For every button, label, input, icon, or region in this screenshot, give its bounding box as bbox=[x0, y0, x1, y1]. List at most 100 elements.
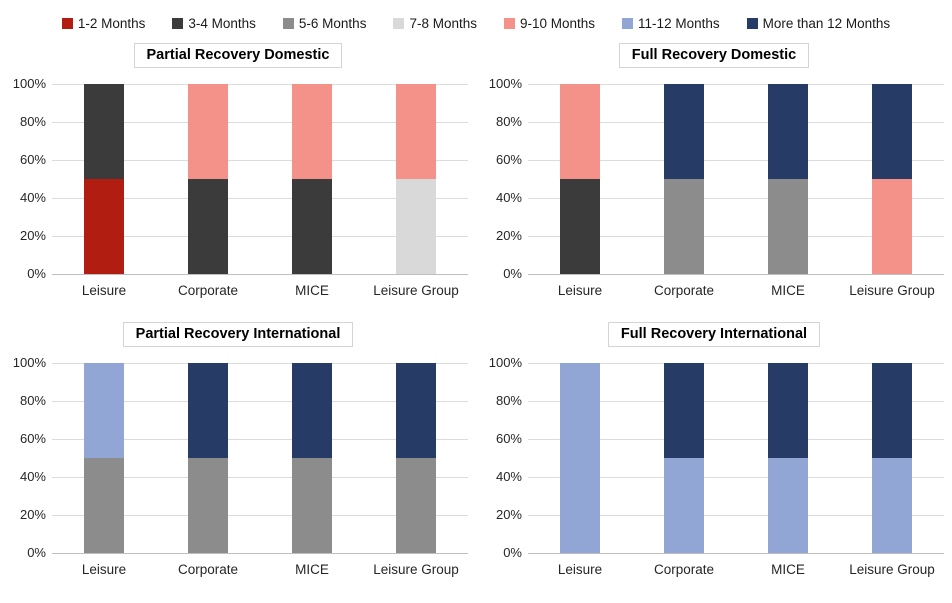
gridline bbox=[52, 122, 468, 123]
legend-item: 9-10 Months bbox=[504, 16, 595, 31]
bar-segment bbox=[396, 458, 436, 553]
y-tick-label: 20% bbox=[495, 228, 522, 243]
stacked-bar bbox=[84, 84, 124, 274]
chart-full-recovery-domestic: Full Recovery Domestic 100% 80% 60% 40% 20% 0… bbox=[476, 39, 952, 310]
charts-grid: Partial Recovery Domestic 100% 80% 60% 40% 2… bbox=[0, 39, 952, 603]
legend-swatch-icon bbox=[61, 17, 73, 29]
x-category-label: MICE bbox=[295, 283, 329, 298]
x-category-label: Leisure bbox=[81, 283, 127, 298]
gridline bbox=[528, 236, 944, 237]
x-axis: Leisure Corporate MICE Leisure Group bbox=[52, 283, 468, 298]
legend-item: 5-6 Months bbox=[282, 15, 367, 31]
legend-label: 5-6 Months bbox=[298, 15, 367, 31]
bar-segment bbox=[292, 458, 332, 553]
y-tick-label: 0% bbox=[503, 266, 522, 281]
y-tick-label: 60% bbox=[19, 152, 46, 167]
stacked-bar bbox=[396, 363, 436, 553]
x-category-label: MICE bbox=[771, 562, 805, 577]
y-tick-label: 60% bbox=[19, 431, 46, 446]
y-tick-label: 20% bbox=[495, 507, 522, 522]
gridline bbox=[52, 236, 468, 237]
bar-slot bbox=[736, 84, 840, 274]
x-axis-line bbox=[52, 274, 468, 275]
stacked-bar bbox=[560, 84, 600, 274]
x-category-label: Leisure Group bbox=[849, 562, 935, 577]
x-axis: Leisure Corporate MICE Leisure Group bbox=[52, 562, 468, 577]
x-axis-line bbox=[528, 553, 944, 554]
gridline bbox=[52, 160, 468, 161]
bar-slot bbox=[156, 363, 260, 553]
stacked-bar bbox=[292, 84, 332, 274]
x-category-label: Leisure Group bbox=[849, 283, 935, 298]
y-tick-label: 0% bbox=[27, 545, 46, 560]
plot-area bbox=[528, 84, 944, 275]
bar-segment bbox=[292, 363, 332, 458]
gridline bbox=[52, 515, 468, 516]
bar-slot bbox=[364, 84, 468, 274]
stacked-bar bbox=[768, 363, 808, 553]
bar-slot bbox=[840, 84, 944, 274]
bars-row bbox=[528, 363, 944, 553]
bars-row bbox=[528, 84, 944, 274]
bar-segment bbox=[872, 363, 912, 458]
y-tick-label: 100% bbox=[488, 355, 522, 370]
bar-segment bbox=[396, 363, 436, 458]
bar-segment bbox=[292, 179, 332, 274]
legend-swatch-icon bbox=[504, 17, 515, 29]
stacked-bar bbox=[768, 84, 808, 274]
bars-row bbox=[52, 363, 468, 553]
bar-slot bbox=[156, 84, 260, 274]
chart-title: Partial Recovery Domestic bbox=[133, 43, 343, 68]
y-tick-label: 80% bbox=[495, 393, 522, 408]
bar-slot bbox=[840, 363, 944, 553]
stacked-bar bbox=[188, 84, 228, 274]
gridline bbox=[52, 401, 468, 402]
bar-segment bbox=[84, 363, 124, 458]
y-tick-label: 20% bbox=[19, 228, 46, 243]
y-tick-label: 100% bbox=[12, 355, 46, 370]
bar-segment bbox=[872, 179, 912, 274]
bar-segment bbox=[872, 84, 912, 179]
bar-segment bbox=[84, 84, 124, 179]
bar-segment bbox=[872, 458, 912, 553]
plot-area bbox=[52, 363, 468, 554]
x-category-label: Corporate bbox=[177, 562, 239, 577]
gridline bbox=[528, 401, 944, 402]
gridline bbox=[528, 439, 944, 440]
bar-slot bbox=[632, 363, 736, 553]
x-category-label: Leisure bbox=[557, 562, 603, 577]
x-category-label: MICE bbox=[295, 562, 329, 577]
plot-area bbox=[52, 84, 468, 275]
y-tick-label: 40% bbox=[495, 190, 522, 205]
gridline bbox=[52, 363, 468, 364]
y-tick-label: 40% bbox=[19, 190, 46, 205]
bar-segment bbox=[768, 458, 808, 553]
legend-label: More than 12 Months bbox=[762, 15, 891, 31]
y-axis: 100% 80% 60% 40% 20% 0% bbox=[480, 77, 528, 281]
legend: 1-2 Months 3-4 Months 5-6 Months 7-8 Months… bbox=[0, 0, 952, 39]
bar-slot bbox=[632, 84, 736, 274]
legend-label: 1-2 Months bbox=[77, 15, 146, 31]
bar-segment bbox=[560, 363, 600, 553]
x-category-label: Corporate bbox=[177, 283, 239, 298]
y-axis: 100% 80% 60% 40% 20% 0% bbox=[480, 356, 528, 560]
stacked-bar bbox=[560, 363, 600, 553]
bar-segment bbox=[84, 179, 124, 274]
y-tick-label: 60% bbox=[495, 152, 522, 167]
gridline bbox=[528, 122, 944, 123]
bar-segment bbox=[84, 458, 124, 553]
legend-swatch-icon bbox=[393, 17, 405, 29]
y-tick-label: 80% bbox=[19, 114, 46, 129]
x-category-label: Leisure Group bbox=[373, 562, 459, 577]
legend-item: 1-2 Months bbox=[61, 15, 146, 31]
bar-segment bbox=[768, 179, 808, 274]
legend-item: 11-12 Months bbox=[622, 16, 720, 31]
legend-label: 7-8 Months bbox=[409, 15, 477, 31]
gridline bbox=[52, 439, 468, 440]
x-axis-line bbox=[528, 274, 944, 275]
y-tick-label: 100% bbox=[12, 76, 46, 91]
bar-segment bbox=[768, 84, 808, 179]
chart-title: Partial Recovery International bbox=[122, 322, 354, 347]
bar-segment bbox=[188, 363, 228, 458]
bar-segment bbox=[664, 84, 704, 179]
